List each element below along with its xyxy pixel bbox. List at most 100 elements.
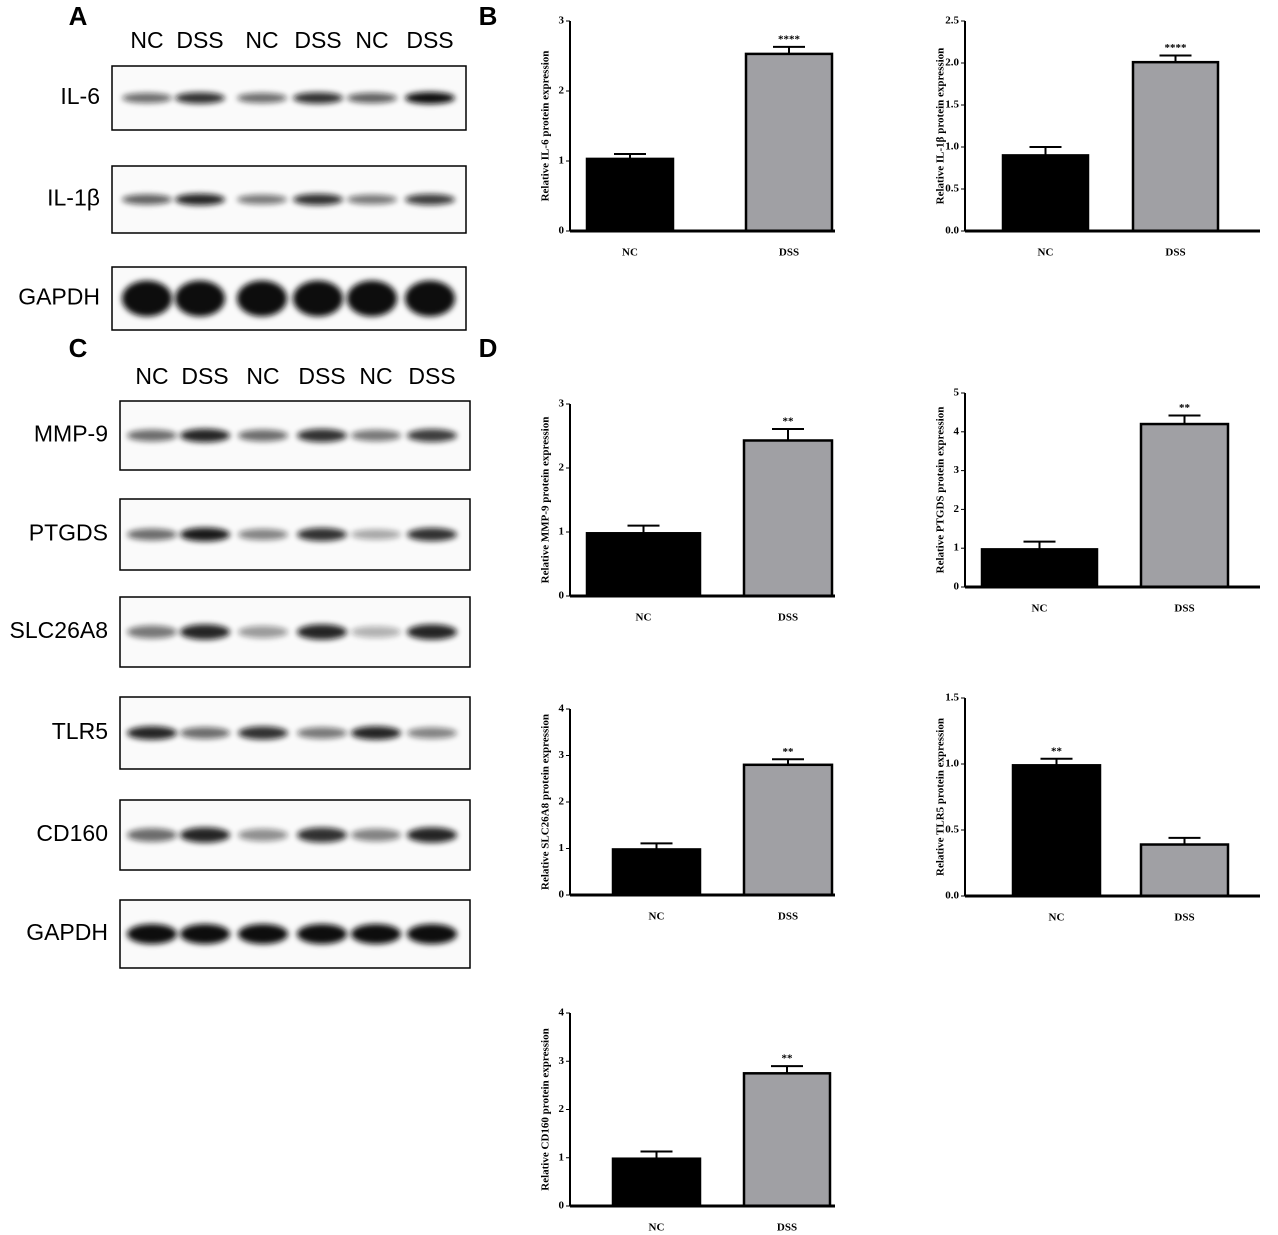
- blot-band: [122, 194, 172, 205]
- blot-band: [237, 194, 287, 205]
- x-tick-label: NC: [1049, 912, 1065, 924]
- bar: [1131, 60, 1220, 233]
- y-tick-label: 4: [559, 703, 565, 715]
- bar: [1001, 154, 1090, 233]
- bar: [744, 52, 834, 233]
- significance: ****: [1165, 42, 1188, 54]
- bar: [742, 763, 834, 897]
- bar: [585, 157, 675, 233]
- y-tick-label: 0.0: [945, 225, 959, 237]
- y-tick-label: 3: [559, 15, 565, 27]
- blot-band: [180, 827, 230, 843]
- blot-band: [297, 827, 347, 843]
- row-label: TLR5: [52, 718, 108, 744]
- y-tick-label: 1.5: [945, 692, 959, 704]
- blot-band: [405, 193, 455, 206]
- significance: ****: [778, 33, 801, 45]
- row-label: GAPDH: [18, 284, 100, 310]
- y-tick-label: 1: [559, 842, 565, 854]
- blot-band: [127, 924, 177, 944]
- blot-band: [405, 92, 455, 104]
- y-tick-label: 1.0: [945, 758, 959, 770]
- y-tick-label: 3: [559, 749, 565, 761]
- y-tick-label: 2: [954, 503, 960, 515]
- y-tick-label: 1: [559, 1151, 565, 1163]
- y-axis-label: Relative PTGDS protein expression: [935, 407, 947, 574]
- bar: [1011, 764, 1102, 898]
- bar: [742, 439, 834, 598]
- y-axis-label: Relative TLR5 protein expression: [935, 718, 947, 876]
- lane-label: NC: [245, 27, 278, 53]
- lane-label: NC: [359, 363, 392, 389]
- y-axis-label: Relative MMP-9 protein expression: [540, 417, 552, 584]
- blot-band: [407, 827, 457, 843]
- y-tick-label: 0: [559, 590, 565, 602]
- blot-band: [238, 726, 288, 740]
- blot-band: [180, 527, 230, 542]
- blot-band: [351, 429, 401, 442]
- x-tick-label: DSS: [1174, 603, 1194, 615]
- y-tick-label: 1.0: [945, 141, 959, 153]
- bar: [980, 548, 1099, 589]
- row-label: PTGDS: [29, 520, 108, 546]
- row-label: IL-1β: [47, 185, 100, 211]
- blot-band: [293, 280, 343, 317]
- blot-band: [407, 429, 457, 442]
- significance: **: [1051, 745, 1063, 757]
- y-tick-label: 4: [954, 425, 960, 437]
- blot-band: [180, 624, 230, 640]
- y-axis-label: Relative SLC26A8 protein expression: [540, 714, 552, 890]
- y-tick-label: 2: [559, 796, 565, 808]
- x-tick-label: DSS: [1165, 247, 1185, 259]
- blot-band: [175, 193, 225, 206]
- blot-band: [405, 280, 455, 317]
- x-tick-label: NC: [1032, 603, 1048, 615]
- blot-band: [293, 92, 343, 104]
- blot-band: [122, 280, 172, 317]
- blot-band: [351, 828, 401, 842]
- lane-label: NC: [355, 27, 388, 53]
- blot-band: [293, 193, 343, 206]
- y-tick-label: 3: [559, 1055, 565, 1067]
- panel-letter: C: [69, 333, 88, 363]
- y-tick-label: 3: [954, 464, 960, 476]
- blot-band: [238, 924, 288, 944]
- panel-letter: D: [479, 333, 498, 363]
- blot-band: [407, 624, 457, 640]
- blot-band: [347, 280, 397, 317]
- x-tick-label: NC: [622, 247, 638, 259]
- blot-band: [237, 280, 287, 317]
- y-axis-label: Relative CD160 protein expression: [540, 1028, 552, 1190]
- blot-band: [238, 429, 288, 442]
- row-label: SLC26A8: [10, 617, 108, 643]
- blot-band: [237, 92, 287, 104]
- blot-band: [351, 726, 401, 740]
- blot-band: [238, 625, 288, 639]
- x-tick-label: DSS: [778, 612, 798, 624]
- blot-band: [175, 280, 225, 317]
- lane-label: NC: [135, 363, 168, 389]
- lane-label: DSS: [294, 27, 341, 53]
- bar: [611, 1157, 702, 1208]
- bar: [585, 532, 702, 598]
- blot-band: [175, 92, 225, 104]
- blot-band: [407, 924, 457, 944]
- row-label: GAPDH: [26, 919, 108, 945]
- blot-band: [180, 428, 230, 443]
- blot-band: [351, 626, 401, 638]
- blot-band: [351, 529, 401, 540]
- y-tick-label: 2.5: [945, 15, 959, 27]
- blot-band: [407, 727, 457, 739]
- blot-band: [347, 194, 397, 205]
- y-tick-label: 0.5: [945, 183, 959, 195]
- bar: [1139, 843, 1230, 898]
- x-tick-label: NC: [649, 1222, 665, 1234]
- lane-label: NC: [246, 363, 279, 389]
- blot-band: [407, 527, 457, 542]
- y-tick-label: 2.0: [945, 57, 959, 69]
- blot-band: [127, 726, 177, 740]
- x-tick-label: DSS: [779, 247, 799, 259]
- blot-band: [297, 428, 347, 443]
- blot-band: [122, 92, 172, 104]
